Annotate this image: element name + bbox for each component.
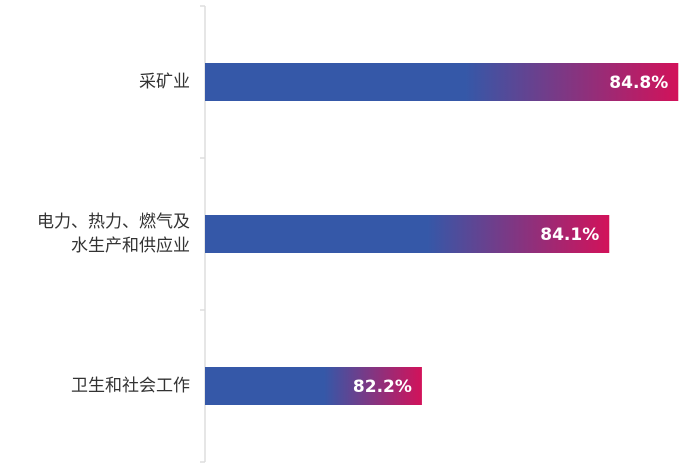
category-label: 卫生和社会工作 [71, 376, 190, 396]
value-label: 84.1% [540, 225, 599, 245]
bar [205, 367, 422, 405]
value-label: 84.8% [609, 73, 668, 93]
bar [205, 215, 610, 253]
bar [205, 63, 679, 101]
category-label: 采矿业 [139, 72, 190, 92]
category-label: 电力、热力、燃气及 水生产和供应业 [37, 212, 190, 256]
value-label: 82.2% [353, 377, 412, 397]
